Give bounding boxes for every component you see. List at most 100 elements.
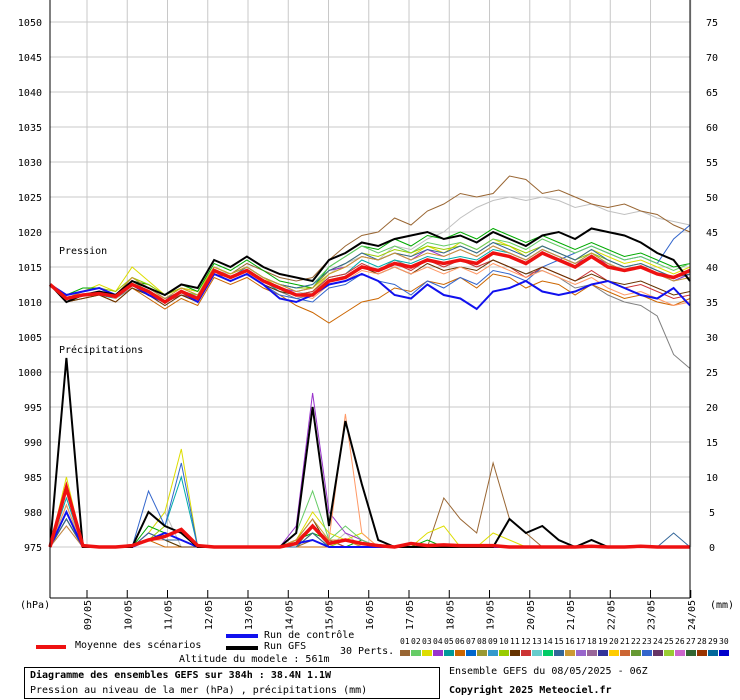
perturbation-swatch xyxy=(675,650,685,656)
member-pressure-line xyxy=(49,259,691,369)
date-label: 14/05 xyxy=(284,600,295,630)
info-subtitle: Pression au niveau de la mer (hPa) , pré… xyxy=(30,685,368,696)
date-label: 11/05 xyxy=(164,600,175,630)
left-tick-label: 1025 xyxy=(18,193,42,204)
perturbation-swatch xyxy=(543,650,553,656)
perturbation-swatch xyxy=(609,650,619,656)
perturbation-number: 03 xyxy=(422,637,432,646)
perturbation-number: 08 xyxy=(477,637,487,646)
right-tick-label: 45 xyxy=(706,228,718,239)
left-tick-label: 1035 xyxy=(18,123,42,134)
perturbation-number: 02 xyxy=(411,637,421,646)
perturbation-swatch xyxy=(642,650,652,656)
right-tick-label: 65 xyxy=(706,88,718,99)
perturbation-swatch xyxy=(565,650,575,656)
right-tick-label: 20 xyxy=(706,403,718,414)
legend-gfs-swatch xyxy=(226,646,258,650)
perturbation-number: 30 xyxy=(719,637,729,646)
perturbation-number: 01 xyxy=(400,637,410,646)
right-tick-label: 10 xyxy=(706,473,718,484)
right-tick-label: 35 xyxy=(706,298,718,309)
right-tick-label: 60 xyxy=(706,123,718,134)
perturbation-swatch xyxy=(477,650,487,656)
perturbation-number: 24 xyxy=(653,637,663,646)
perturbation-swatch xyxy=(653,650,663,656)
mean-precip-line xyxy=(48,480,690,549)
date-label: 18/05 xyxy=(445,600,456,630)
mean-pressure-line xyxy=(48,251,691,305)
left-tick-label: 1045 xyxy=(18,53,42,64)
left-tick-label: 1000 xyxy=(18,368,42,379)
perturbation-number: 17 xyxy=(576,637,586,646)
chart-axes: 9759809859909951000100510101015102010251… xyxy=(18,0,718,630)
right-tick-label: 0 xyxy=(709,543,715,554)
legend-control-swatch xyxy=(226,634,258,638)
perturbation-number: 18 xyxy=(587,637,597,646)
left-tick-label: 990 xyxy=(24,438,42,449)
right-tick-label: 55 xyxy=(706,158,718,169)
right-axis-unit: (mm) xyxy=(710,600,735,611)
right-tick-label: 75 xyxy=(706,18,718,29)
perturbation-swatch xyxy=(532,650,542,656)
perturbation-number: 25 xyxy=(664,637,674,646)
right-tick-label: 30 xyxy=(706,333,718,344)
perturbation-swatch xyxy=(620,650,630,656)
perturbation-number: 12 xyxy=(521,637,531,646)
chart-grid xyxy=(50,0,692,548)
date-label: 15/05 xyxy=(325,600,336,630)
left-tick-label: 975 xyxy=(24,543,42,554)
perturbation-swatch xyxy=(499,650,509,656)
altitude-label: Altitude du modele : 561m xyxy=(179,654,330,665)
pressure-section-label: Pression xyxy=(59,246,108,257)
perturbation-number: 28 xyxy=(697,637,707,646)
perturbation-number: 13 xyxy=(532,637,542,646)
date-label: 24/05 xyxy=(687,600,698,630)
perturbation-number: 06 xyxy=(455,637,465,646)
right-tick-label: 50 xyxy=(706,193,718,204)
legend-control-label: Run de contrôle xyxy=(264,630,355,641)
left-tick-label: 1040 xyxy=(18,88,42,99)
member-precip-line xyxy=(49,462,690,548)
perturbation-swatch xyxy=(521,650,531,656)
member-pressure-line xyxy=(49,245,691,300)
perturbation-swatch xyxy=(664,650,674,656)
perturbation-swatch xyxy=(587,650,597,656)
date-label: 12/05 xyxy=(204,600,215,630)
member-precip-line xyxy=(49,461,690,548)
perturbation-swatch xyxy=(455,650,465,656)
left-tick-label: 995 xyxy=(24,403,42,414)
info-title: Diagramme des ensembles GEFS sur 384h : … xyxy=(30,670,332,681)
left-axis-unit: (hPa) xyxy=(20,600,51,611)
perturbation-swatch xyxy=(686,650,696,656)
left-tick-label: 1005 xyxy=(18,333,42,344)
left-tick-label: 1015 xyxy=(18,263,42,274)
precip-section-label: Précipitations xyxy=(59,345,144,356)
perturbation-swatch xyxy=(708,650,718,656)
perturbation-number: 11 xyxy=(510,637,520,646)
date-label: 17/05 xyxy=(405,600,416,630)
perturbation-swatch xyxy=(488,650,498,656)
right-tick-label: 40 xyxy=(706,263,718,274)
perturbation-swatch xyxy=(554,650,564,656)
right-tick-label: 25 xyxy=(706,368,718,379)
date-label: 20/05 xyxy=(526,600,537,630)
info-box xyxy=(24,667,440,699)
perturbation-number: 15 xyxy=(554,637,564,646)
perturbations-label: 30 Perts. xyxy=(340,646,395,657)
left-tick-label: 1030 xyxy=(18,158,42,169)
left-tick-label: 1010 xyxy=(18,298,42,309)
copyright-label: Copyright 2025 Meteociel.fr xyxy=(449,685,612,696)
date-label: 21/05 xyxy=(566,600,577,630)
member-pressure-line xyxy=(49,273,691,324)
date-label: 22/05 xyxy=(606,600,617,630)
legend-gfs-label: Run GFS xyxy=(264,641,307,652)
left-tick-label: 980 xyxy=(24,508,42,519)
left-tick-label: 985 xyxy=(24,473,42,484)
left-tick-label: 1020 xyxy=(18,228,42,239)
ensemble-run-label: Ensemble GEFS du 08/05/2025 - 06Z xyxy=(449,666,648,677)
perturbation-number: 20 xyxy=(609,637,619,646)
perturbation-swatch xyxy=(433,650,443,656)
perturbation-swatch xyxy=(411,650,421,656)
perturbation-swatch xyxy=(510,650,520,656)
